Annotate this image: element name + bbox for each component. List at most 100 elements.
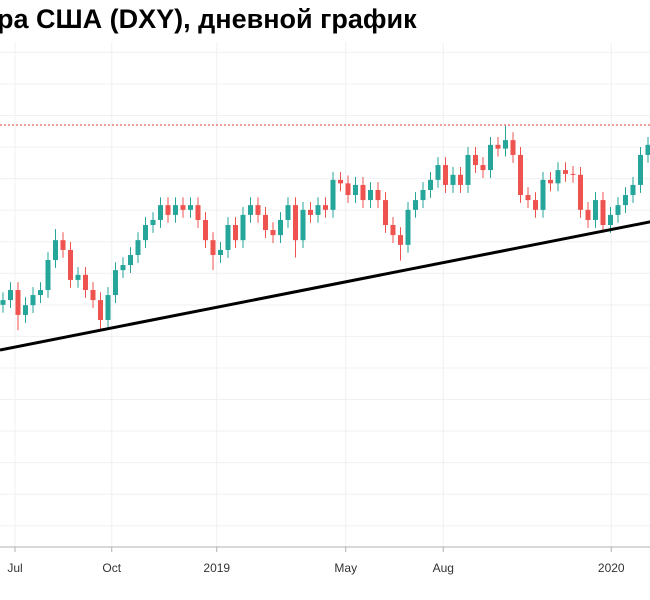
candle-body (120, 265, 126, 271)
candle-body (615, 205, 621, 215)
x-axis: Jul Oct 2019 May Aug 2020 (7, 547, 625, 575)
candle-body (578, 174, 583, 210)
candle-body (630, 184, 636, 196)
candle-body (465, 154, 471, 185)
candle-body (285, 205, 291, 220)
candle-body (563, 170, 568, 174)
candle-body (570, 173, 576, 175)
candle-body (225, 225, 231, 250)
candle-body (128, 254, 133, 266)
candle-body (30, 295, 36, 306)
x-tick-label: 2020 (598, 561, 625, 575)
candle-body (405, 209, 411, 245)
x-tick-label: Oct (102, 561, 121, 575)
candle-body (270, 230, 276, 236)
x-tick-label: Aug (433, 561, 454, 575)
candle-body (323, 205, 328, 210)
candle-body (23, 305, 28, 315)
candle-body (353, 184, 358, 196)
candle-body (203, 219, 208, 241)
candle-body (330, 179, 336, 210)
candle-body (608, 214, 613, 226)
candle-body (173, 205, 178, 215)
candle-body (38, 290, 43, 296)
candle-body (98, 300, 103, 320)
x-tick-label: 2019 (203, 561, 230, 575)
candle-body (345, 183, 351, 196)
candle-body (45, 260, 51, 291)
candle-body (293, 205, 298, 241)
candle-body (255, 205, 261, 215)
candle-body (495, 144, 501, 149)
candle-body (263, 214, 268, 231)
candle-body (143, 225, 148, 241)
candle-body (0, 300, 6, 305)
candle-body (60, 240, 66, 250)
candle-body (15, 290, 21, 315)
candle-body (428, 179, 433, 190)
candle-body (480, 165, 486, 171)
candle-body (383, 200, 388, 226)
candle-body (315, 205, 321, 215)
candle-body (300, 209, 306, 241)
candle-body (158, 205, 163, 220)
candle-body (638, 154, 643, 185)
candle-body (210, 240, 216, 255)
candle-body (473, 154, 478, 166)
candle-body (375, 189, 381, 201)
chart-title: ра США (DXY), дневной график (0, 4, 417, 34)
candle-body (180, 205, 186, 210)
candle-body (113, 270, 118, 296)
candle-body (240, 214, 246, 241)
candle-body (435, 165, 441, 180)
candle-body (338, 179, 343, 184)
candle-body (533, 200, 538, 210)
candle-body (398, 235, 403, 245)
candle-body (458, 174, 463, 185)
candle-body (105, 295, 111, 320)
candle-body (135, 240, 141, 255)
candle-body (83, 274, 88, 291)
candle-body (218, 249, 223, 255)
x-tick-label: Jul (7, 561, 22, 575)
candle-body (525, 195, 531, 201)
grid (0, 42, 650, 547)
candle-body (195, 205, 201, 220)
candle-body (8, 290, 13, 301)
candle-body (68, 249, 73, 280)
candle-body (390, 225, 396, 236)
candle-body (75, 274, 81, 280)
candle-body (90, 290, 96, 301)
candle-body (360, 184, 366, 201)
candle-body (450, 174, 456, 185)
candle-body (593, 200, 598, 220)
candle-body (518, 154, 523, 196)
candle-body (503, 140, 508, 149)
candle-body (53, 240, 58, 261)
candle-body (488, 144, 493, 171)
candle-body (165, 205, 171, 215)
candle-body (540, 179, 546, 210)
plot-area (0, 124, 650, 352)
candle-body (585, 209, 591, 220)
candle-body (368, 189, 373, 201)
x-tick-label: May (334, 561, 357, 575)
candle-body (443, 165, 448, 185)
candle-body (600, 200, 606, 226)
candle-body (150, 219, 156, 226)
trend-line (0, 220, 650, 352)
candle-body (233, 225, 238, 241)
candle-body (308, 209, 313, 215)
candle-body (645, 144, 650, 155)
candle-body (188, 205, 193, 210)
candle-body (555, 170, 561, 184)
candle-body (278, 219, 283, 236)
candle-body (548, 179, 553, 184)
candle-body (510, 140, 516, 155)
candle-body (248, 205, 253, 215)
candle-body (420, 189, 426, 201)
candle-body (623, 195, 628, 206)
candle-body (413, 200, 418, 210)
